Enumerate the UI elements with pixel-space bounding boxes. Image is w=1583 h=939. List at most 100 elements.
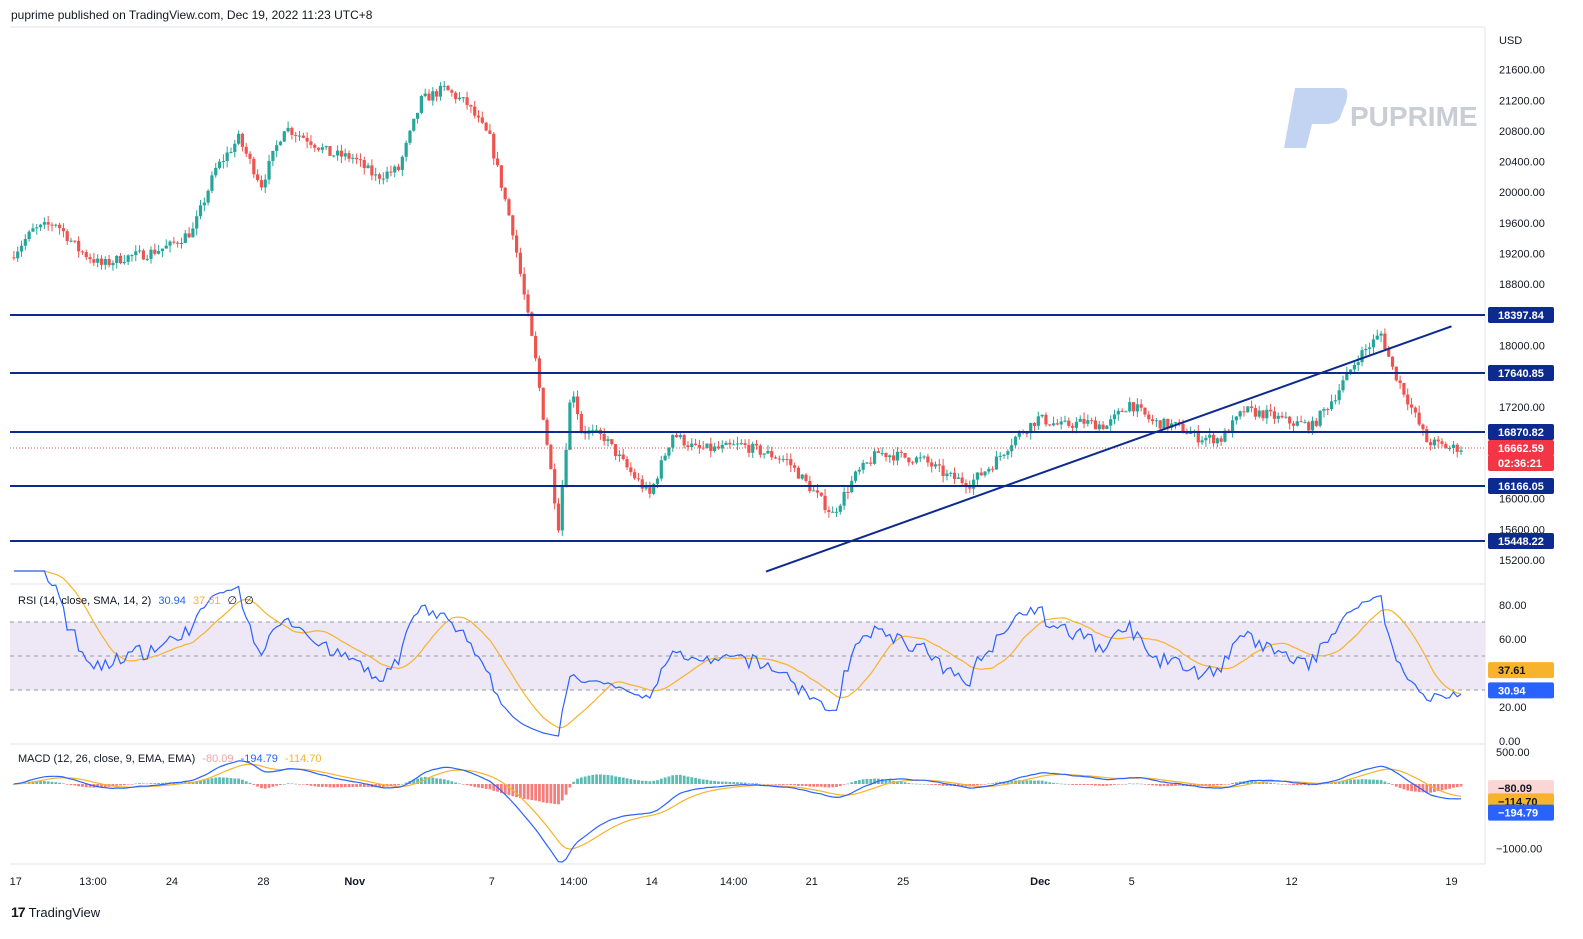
candle-body — [362, 160, 366, 169]
macd-histogram-bar — [835, 784, 838, 787]
candle-body — [377, 174, 382, 179]
candle-body — [686, 445, 690, 448]
macd-histogram-bar — [1204, 784, 1208, 786]
candle-body — [1112, 414, 1117, 420]
level-price-tag: 16166.05 — [1498, 481, 1544, 493]
macd-histogram-bar — [503, 784, 507, 795]
candle-body — [210, 175, 214, 191]
candle-body — [1238, 411, 1242, 417]
candle-body — [1189, 432, 1193, 434]
candle-body — [1219, 438, 1223, 442]
time-axis-label: 13:00 — [79, 876, 107, 888]
candle-body — [328, 146, 332, 156]
rsi-legend[interactable]: RSI (14, close, SMA, 14, 2) 30.94 37.61 … — [18, 594, 258, 607]
candle-body — [1143, 407, 1147, 415]
candle-body — [674, 434, 679, 438]
candle-body — [1356, 362, 1360, 365]
macd-histogram-bar — [1436, 784, 1440, 792]
macd-histogram-bar — [1223, 784, 1227, 785]
macd-histogram-bar — [1101, 784, 1105, 786]
candle-body — [427, 93, 431, 101]
candle-body — [179, 243, 184, 245]
candle-body — [309, 141, 313, 145]
currency-label: USD — [1499, 35, 1522, 47]
macd-histogram-bar — [393, 784, 397, 786]
macd-histogram-bar — [1116, 784, 1120, 785]
macd-histogram-bar — [389, 784, 393, 787]
rsi-legend-value: 30.94 — [158, 595, 186, 607]
candle-body — [324, 146, 328, 148]
candle-body — [697, 444, 701, 448]
level-price-tag: 16870.82 — [1498, 427, 1544, 439]
candle-body — [393, 166, 397, 173]
candle-body — [347, 153, 351, 159]
candle-body — [831, 511, 835, 513]
level-price-tag: 18397.84 — [1498, 310, 1545, 322]
macd-histogram-bar — [469, 784, 473, 786]
macd-histogram-bar — [530, 784, 534, 801]
macd-histogram-bar — [720, 781, 724, 784]
candle-body — [1223, 430, 1227, 442]
macd-histogram-bar — [606, 775, 610, 784]
candle-body — [1006, 451, 1010, 455]
candle-body — [903, 452, 907, 458]
time-axis-label: 17 — [10, 876, 22, 888]
price-tick-label: 20400.00 — [1499, 157, 1545, 169]
candle-body — [884, 452, 888, 458]
macd-histogram-bar — [793, 784, 797, 786]
candle-body — [435, 91, 439, 97]
macd-histogram-bar — [918, 783, 922, 785]
candle-body — [423, 93, 427, 97]
macd-histogram-bar — [1162, 784, 1166, 786]
macd-histogram-bar — [115, 784, 119, 786]
candle-body — [968, 487, 972, 489]
candle-body — [1269, 409, 1273, 412]
macd-histogram-bar — [1452, 784, 1455, 788]
macd-histogram-bar — [701, 779, 705, 784]
macd-histogram-bar — [176, 782, 180, 784]
candle-body — [530, 312, 534, 336]
macd-histogram-bar — [572, 781, 576, 784]
macd-histogram-bar — [332, 784, 336, 788]
macd-histogram-bar — [374, 784, 378, 788]
macd-histogram-bar — [340, 784, 343, 788]
macd-histogram-bar — [225, 777, 229, 784]
macd-hist-tag-bg — [1488, 780, 1554, 797]
macd-histogram-bar — [956, 784, 960, 787]
candle-body — [244, 146, 248, 154]
tradingview-logo-icon: 17 — [11, 904, 26, 920]
candle-body — [256, 174, 260, 181]
macd-histogram-bar — [880, 778, 884, 784]
macd-histogram-bar — [1067, 784, 1071, 785]
macd-histogram-bar — [1379, 780, 1383, 784]
candle-body — [122, 261, 126, 264]
macd-histogram-bar — [69, 784, 73, 786]
candle-body — [381, 178, 385, 180]
candle-body — [644, 485, 648, 489]
macd-histogram-bar — [1029, 780, 1033, 784]
macd-histogram-bar — [397, 784, 400, 785]
macd-histogram-bar — [675, 774, 678, 784]
macd-histogram-bar — [267, 784, 271, 788]
candle-body — [1333, 400, 1337, 402]
macd-histogram-bar — [899, 781, 903, 784]
candle-body — [1455, 444, 1459, 452]
candle-body — [1413, 407, 1417, 413]
macd-histogram-bar — [758, 783, 762, 785]
candle-body — [800, 474, 804, 479]
macd-hist-tag: −80.09 — [1498, 783, 1532, 795]
time-axis-label: 28 — [257, 876, 269, 888]
candle-body — [724, 442, 728, 445]
candle-body — [1387, 349, 1391, 357]
macd-histogram-bar — [1090, 784, 1094, 786]
tradingview-brand[interactable]: 17 TradingView — [11, 904, 100, 920]
candle-body — [1303, 422, 1307, 424]
candle-body — [1215, 438, 1219, 444]
macd-histogram-bar — [294, 783, 298, 785]
macd-histogram-bar — [282, 783, 286, 785]
candle-body — [819, 492, 823, 496]
macd-histogram-bar — [515, 784, 518, 798]
rsi-value-tag: 30.94 — [1498, 685, 1526, 697]
macd-legend[interactable]: MACD (12, 26, close, 9, EMA, EMA) -80.09… — [18, 753, 325, 765]
